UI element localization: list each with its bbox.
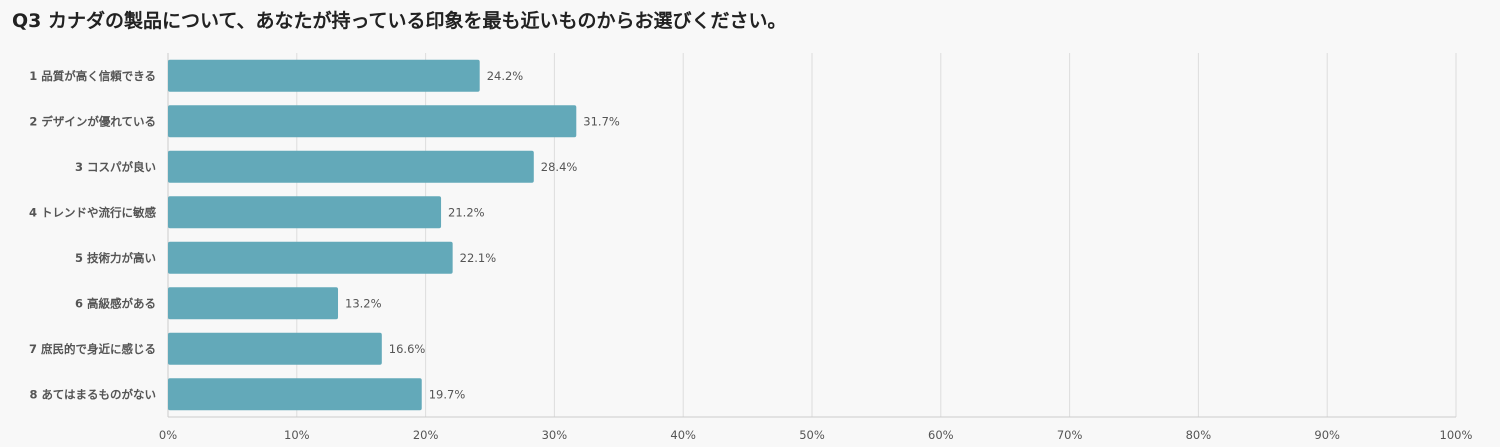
category-label: 8 あてはまるものがない (29, 387, 156, 401)
x-tick-label: 60% (928, 428, 954, 442)
x-tick-label: 0% (159, 428, 177, 442)
x-tick-label: 30% (542, 428, 568, 442)
value-label: 24.2% (487, 69, 524, 83)
x-tick-label: 90% (1314, 428, 1340, 442)
x-tick-label: 10% (284, 428, 310, 442)
value-label: 22.1% (460, 251, 497, 265)
bar (168, 196, 442, 229)
category-label: 4 トレンドや流行に敏感 (29, 205, 157, 219)
category-label: 6 高級感がある (75, 296, 156, 310)
bar (168, 105, 577, 138)
chart-title: Q3 カナダの製品について、あなたが持っている印象を最も近いものからお選びくださ… (12, 10, 787, 32)
labels: 0% 10% 20% 30% 40% 50% 60% 70% 80% 90% 100% 1 品質が高く… (29, 69, 1473, 442)
bar (168, 241, 453, 274)
value-label: 19.7% (429, 387, 466, 401)
x-tick-label: 100% (1440, 428, 1473, 442)
category-label: 2 デザインが優れている (29, 114, 156, 128)
bar (168, 378, 422, 411)
x-tick-label: 40% (670, 428, 696, 442)
category-label: 7 庶民的で身近に感じる (29, 342, 156, 356)
x-tick-label: 20% (413, 428, 439, 442)
value-label: 28.4% (541, 160, 578, 174)
bar (168, 287, 339, 320)
value-label: 21.2% (448, 205, 485, 219)
bar (168, 332, 382, 365)
x-tick-label: 50% (799, 428, 825, 442)
bars (168, 59, 577, 411)
category-label: 5 技術力が高い (75, 251, 156, 265)
value-label: 13.2% (345, 296, 382, 310)
x-tick-label: 80% (1186, 428, 1212, 442)
gridlines (167, 53, 1457, 418)
value-label: 16.6% (389, 342, 426, 356)
category-label: 1 品質が高く信頼できる (29, 69, 156, 83)
bar (168, 59, 480, 92)
bar (168, 150, 534, 183)
x-tick-label: 70% (1057, 428, 1083, 442)
value-label: 31.7% (583, 114, 620, 128)
category-label: 3 コスパが良い (75, 160, 156, 174)
